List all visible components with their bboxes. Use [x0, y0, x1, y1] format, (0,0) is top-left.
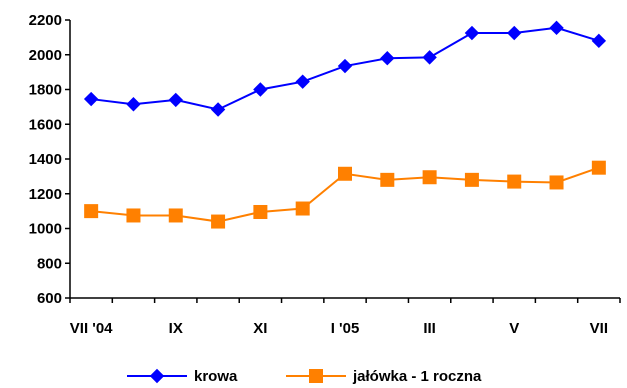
data-point: [168, 92, 183, 108]
x-tick-label: I '05: [331, 320, 360, 337]
x-tick-label: V: [509, 320, 519, 337]
chart-legend: krowa jałówka - 1 roczna: [127, 368, 482, 385]
data-point: [338, 166, 352, 181]
data-point: [507, 174, 522, 189]
x-tick-label: VII '04: [70, 320, 113, 337]
chart-axes: 600 800 1000 1200 1400 1600 1800 2000 2200 VII '0…: [29, 12, 621, 337]
data-point: [464, 172, 479, 187]
y-tick-label: 600: [37, 290, 62, 307]
data-point: [168, 208, 183, 223]
data-point: [83, 91, 99, 107]
data-point: [126, 208, 141, 223]
x-tick-label: VII: [590, 320, 608, 337]
data-point: [126, 97, 141, 112]
series-0: [83, 20, 607, 117]
y-tick-label: 1400: [29, 151, 62, 168]
data-point: [549, 20, 564, 36]
data-point: [507, 25, 522, 41]
data-point: [591, 33, 607, 49]
y-tick-label: 2200: [29, 12, 62, 29]
data-point: [549, 175, 564, 190]
x-tick-label: IX: [169, 320, 183, 337]
data-point: [380, 51, 395, 66]
legend-item: jałówka - 1 roczna: [286, 368, 482, 385]
data-point: [295, 201, 310, 216]
y-tick-label: 800: [37, 255, 62, 272]
legend-label: krowa: [194, 368, 238, 385]
y-tick-label: 1600: [29, 116, 62, 133]
data-point: [253, 82, 268, 97]
legend-marker: [309, 369, 323, 383]
data-point: [253, 204, 268, 219]
data-point: [211, 214, 226, 229]
x-tick-label: XI: [253, 320, 267, 337]
chart-series: [83, 20, 607, 229]
data-point: [337, 58, 353, 74]
legend-label: jałówka - 1 roczna: [352, 368, 482, 385]
data-point: [84, 204, 99, 219]
legend-item: krowa: [127, 368, 238, 385]
data-point: [591, 160, 606, 175]
data-point: [295, 74, 310, 89]
y-tick-label: 1200: [29, 186, 62, 203]
data-point: [464, 25, 480, 41]
data-point: [210, 102, 226, 117]
data-point: [380, 172, 395, 187]
legend-marker: [149, 368, 165, 384]
data-point: [422, 50, 437, 65]
series-1: [84, 160, 606, 229]
y-tick-label: 1800: [29, 82, 62, 99]
y-tick-label: 1000: [29, 221, 62, 238]
x-tick-label: III: [423, 320, 436, 337]
data-point: [422, 170, 437, 185]
y-tick-label: 2000: [29, 47, 62, 64]
